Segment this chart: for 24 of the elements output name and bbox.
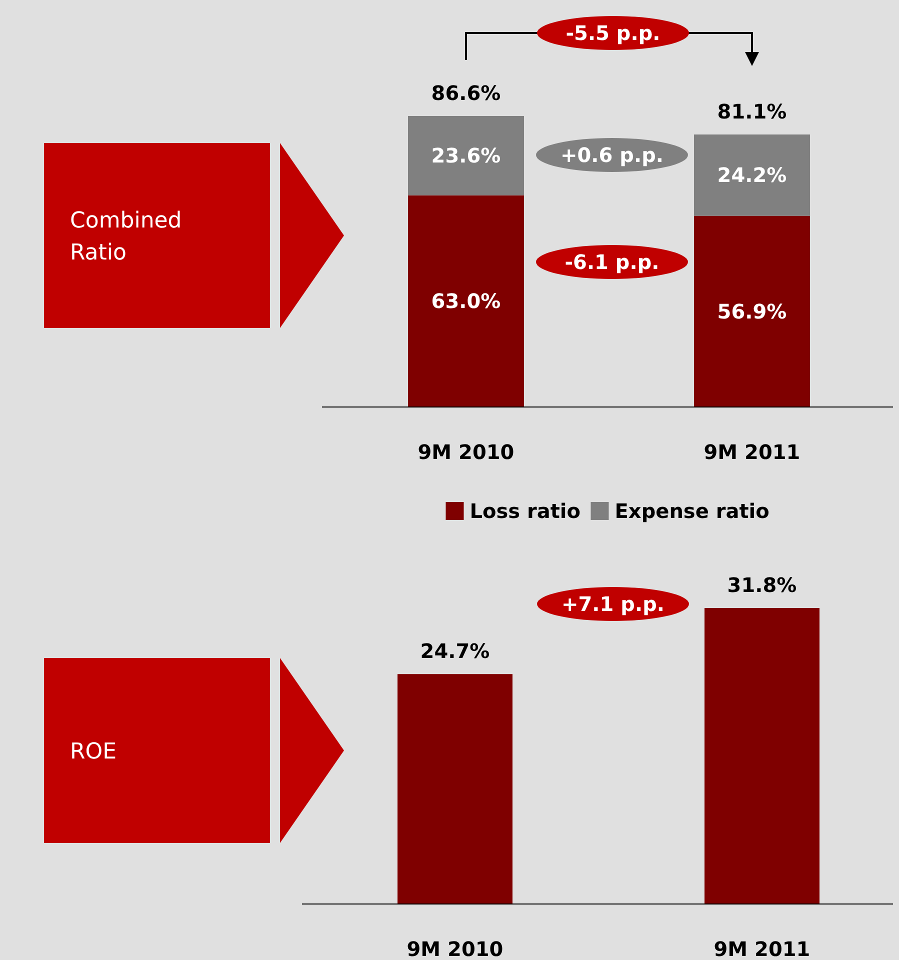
data-label: 63.0%: [431, 289, 501, 314]
text: -5.5 p.p.: [566, 21, 660, 45]
bar: [408, 195, 524, 407]
annotation: +0.6 p.p.: [560, 143, 664, 167]
annotation: +7.1 p.p.: [562, 592, 664, 616]
y-axis-title: ROE: [70, 740, 117, 764]
annotation: -6.1 p.p.: [564, 250, 660, 274]
legend-label: Loss ratio: [470, 499, 581, 523]
total-label: 81.1%: [717, 99, 787, 124]
x-tick-label: 9M 2010: [406, 937, 504, 960]
x-tick-label: 9M 2011: [714, 937, 810, 960]
bar: [694, 216, 810, 407]
data-label: 24.2%: [717, 163, 787, 188]
legend-label: Expense ratio: [614, 499, 770, 523]
data-label: 24.7%: [420, 639, 490, 664]
x-tick-label: 9M 2010: [418, 440, 514, 464]
bar: [694, 134, 810, 216]
y-axis-title: Combined Ratio: [70, 208, 182, 266]
data-label: 23.6%: [431, 144, 501, 168]
total-label: 86.6%: [431, 81, 501, 105]
data-label: 56.9%: [717, 299, 787, 324]
bar: [408, 116, 524, 196]
data-label: 31.8%: [727, 573, 797, 597]
x-tick-label: 9M 2011: [704, 440, 800, 464]
